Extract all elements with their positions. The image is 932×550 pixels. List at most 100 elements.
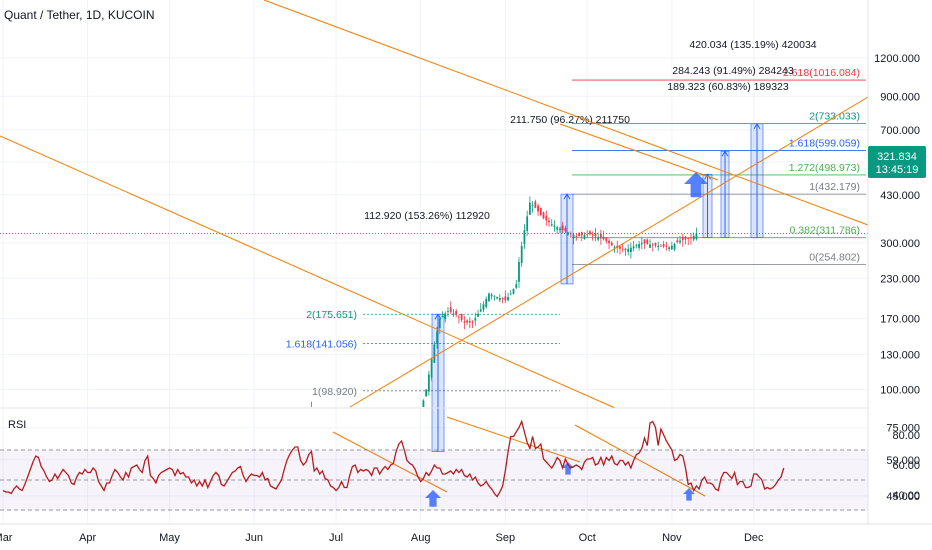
candle[interactable] — [619, 245, 621, 255]
candle[interactable] — [507, 292, 509, 302]
candle[interactable] — [436, 326, 438, 349]
candle[interactable] — [668, 245, 671, 252]
candle[interactable] — [422, 399, 425, 417]
candle[interactable] — [460, 313, 463, 323]
candle[interactable] — [523, 224, 526, 249]
candle[interactable] — [447, 307, 449, 317]
candle[interactable] — [531, 201, 534, 213]
candle[interactable] — [550, 219, 553, 227]
candle[interactable] — [635, 243, 638, 249]
candle[interactable] — [561, 221, 564, 234]
candle[interactable] — [638, 240, 640, 251]
candle[interactable] — [578, 231, 580, 237]
candle[interactable] — [468, 317, 471, 329]
candle[interactable] — [651, 242, 654, 252]
candle[interactable] — [681, 233, 684, 247]
candle[interactable] — [572, 233, 575, 245]
candle[interactable] — [537, 203, 539, 216]
candle[interactable] — [654, 242, 657, 248]
candle[interactable] — [564, 225, 567, 234]
candle[interactable] — [474, 312, 477, 326]
candle[interactable] — [509, 290, 512, 296]
candle[interactable] — [575, 233, 578, 241]
candle[interactable] — [692, 232, 695, 242]
candle[interactable] — [311, 401, 313, 420]
candle[interactable] — [597, 232, 600, 242]
candle[interactable] — [449, 301, 452, 314]
candle[interactable] — [649, 239, 651, 249]
candle[interactable] — [657, 241, 660, 251]
rsi-panel[interactable]: 80.00 60.00 40.00 RSI — [0, 419, 920, 511]
candle[interactable] — [630, 242, 632, 259]
candle[interactable] — [676, 237, 679, 244]
candle[interactable] — [583, 232, 586, 240]
candle[interactable] — [599, 229, 602, 245]
candle[interactable] — [687, 237, 690, 246]
candle[interactable] — [670, 241, 673, 251]
candle[interactable] — [569, 231, 572, 238]
candle[interactable] — [624, 247, 627, 256]
candle[interactable] — [553, 220, 556, 232]
candle[interactable] — [485, 296, 488, 309]
candle[interactable] — [458, 314, 460, 324]
candle[interactable] — [660, 244, 662, 247]
candle[interactable] — [441, 311, 444, 318]
candle[interactable] — [482, 301, 485, 313]
candle[interactable] — [466, 319, 468, 325]
candle[interactable] — [438, 316, 441, 335]
candle[interactable] — [526, 210, 529, 236]
candle[interactable] — [662, 240, 665, 249]
candle[interactable] — [512, 288, 515, 295]
candle[interactable] — [455, 308, 458, 318]
candle[interactable] — [545, 210, 548, 226]
candle[interactable] — [430, 357, 433, 381]
candle[interactable] — [498, 294, 501, 303]
candle[interactable] — [425, 389, 428, 397]
candle[interactable] — [608, 238, 610, 250]
candle[interactable] — [496, 296, 499, 300]
candle[interactable] — [605, 237, 608, 244]
candle[interactable] — [477, 309, 479, 318]
candle[interactable] — [632, 241, 635, 252]
candle[interactable] — [684, 236, 687, 245]
candle[interactable] — [518, 257, 520, 288]
candle[interactable] — [695, 227, 698, 241]
candle[interactable] — [580, 231, 583, 242]
candle[interactable] — [627, 244, 630, 256]
candle[interactable] — [520, 241, 523, 267]
candle[interactable] — [610, 240, 613, 247]
candle[interactable] — [427, 370, 430, 396]
candle[interactable] — [463, 316, 466, 330]
candle[interactable] — [586, 230, 589, 238]
candle[interactable] — [493, 295, 496, 301]
candle[interactable] — [501, 297, 504, 304]
candle[interactable] — [591, 231, 594, 241]
candle[interactable] — [621, 243, 624, 253]
rsi-line[interactable] — [2, 419, 785, 498]
candle[interactable] — [594, 227, 597, 241]
candle[interactable] — [433, 341, 436, 363]
candle[interactable] — [542, 211, 545, 220]
candle[interactable] — [690, 232, 692, 245]
candle[interactable] — [673, 242, 676, 252]
candle[interactable] — [548, 217, 550, 227]
candle[interactable] — [515, 279, 518, 290]
candle[interactable] — [534, 199, 537, 209]
candle[interactable] — [444, 311, 447, 323]
candle[interactable] — [528, 196, 531, 215]
candle[interactable] — [452, 309, 455, 317]
candle[interactable] — [559, 226, 561, 234]
candle[interactable] — [539, 207, 542, 217]
candle[interactable] — [567, 231, 570, 236]
candle[interactable] — [504, 290, 507, 304]
candle[interactable] — [665, 241, 668, 251]
candle[interactable] — [640, 236, 643, 250]
candle[interactable] — [646, 238, 649, 245]
candle[interactable] — [602, 230, 605, 241]
candle[interactable] — [471, 320, 474, 329]
candle[interactable] — [643, 239, 646, 250]
candle[interactable] — [679, 235, 681, 245]
candle[interactable] — [488, 292, 490, 302]
candle[interactable] — [490, 292, 493, 300]
